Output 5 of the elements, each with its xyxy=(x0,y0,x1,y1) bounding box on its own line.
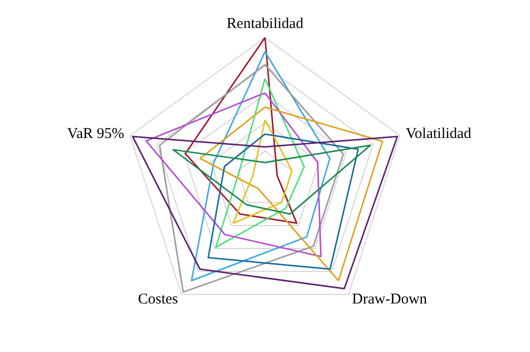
spoke-label: Draw-Down xyxy=(352,291,428,308)
spoke-label: Costes xyxy=(138,291,178,308)
spoke-label: VaR 95% xyxy=(67,126,124,142)
spoke-label: Volatilidad xyxy=(406,126,472,142)
spoke-label: Rentabilidad xyxy=(226,16,304,32)
